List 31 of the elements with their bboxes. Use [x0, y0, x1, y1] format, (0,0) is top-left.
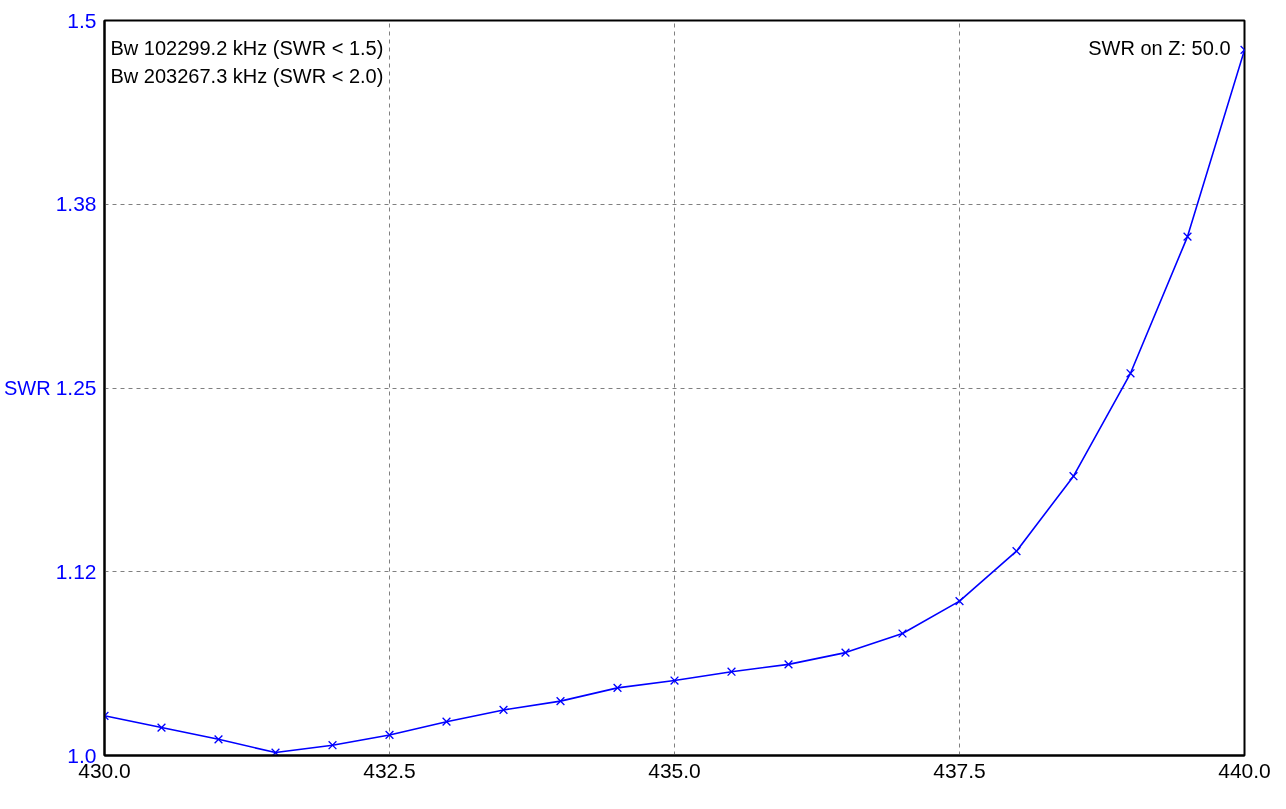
y-tick-label: 1.5 — [67, 8, 97, 32]
point — [384, 730, 395, 740]
point — [327, 740, 338, 750]
annotation: SWR on Z: 50.0 — [1088, 36, 1231, 59]
y-tick-label: 1.25 — [55, 376, 97, 399]
y-tick-label: 1.12 — [55, 559, 97, 583]
point — [498, 705, 509, 715]
x-tick-label: 440.0 — [1218, 758, 1271, 782]
point — [1182, 232, 1193, 242]
point — [555, 696, 566, 706]
annotation: Bw 203267.3 kHz (SWR < 2.0) — [110, 64, 384, 87]
point — [213, 734, 224, 744]
y-axis-title: SWR — [3, 377, 51, 399]
point — [156, 723, 167, 733]
x-tick-label: 432.5 — [363, 758, 416, 782]
point — [1125, 368, 1136, 378]
point — [726, 667, 737, 677]
point — [669, 675, 680, 686]
point — [441, 717, 452, 727]
x-tick-label: 435.0 — [648, 758, 701, 782]
point — [1068, 471, 1079, 481]
point — [840, 648, 851, 658]
point — [954, 596, 965, 606]
annotation: Bw 102299.2 kHz (SWR < 1.5) — [110, 36, 384, 59]
x-tick-label: 437.5 — [933, 758, 986, 782]
point — [897, 628, 908, 639]
point — [612, 683, 623, 693]
point — [270, 748, 281, 756]
y-tick-label: 1.38 — [55, 192, 97, 216]
point — [1011, 546, 1022, 556]
point — [783, 659, 794, 669]
